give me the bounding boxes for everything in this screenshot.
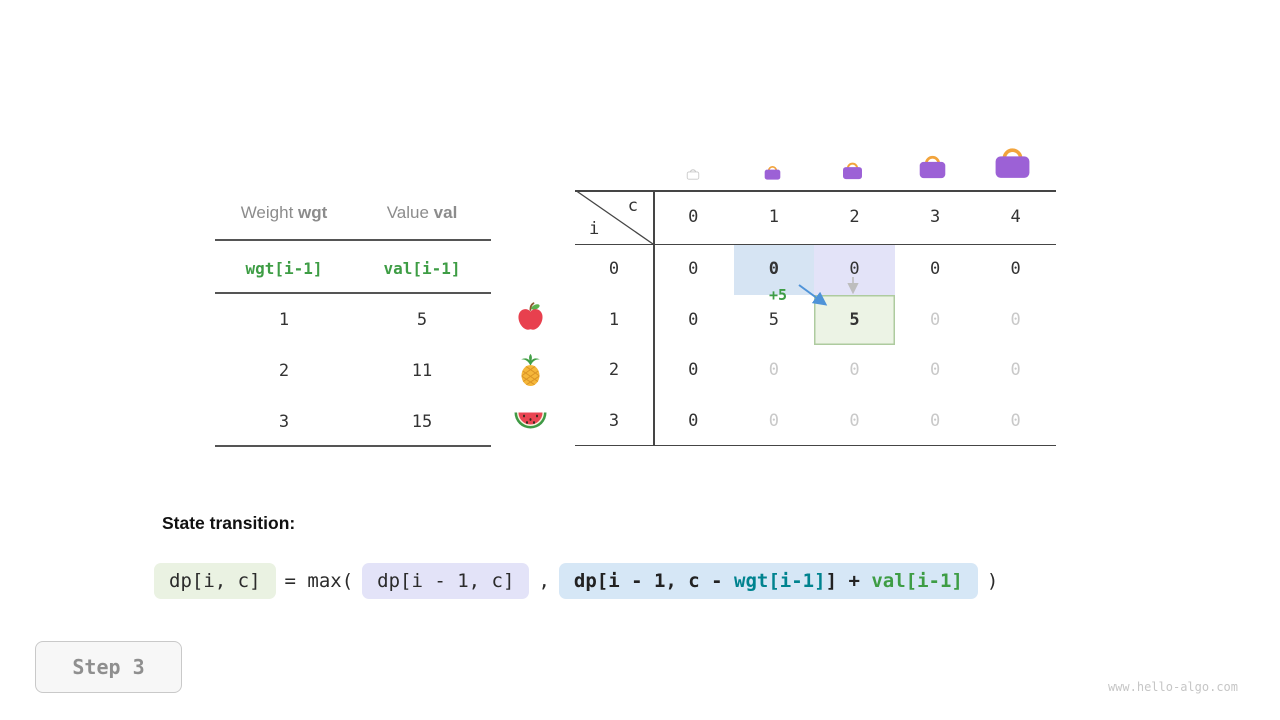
pineapple-icon <box>518 354 543 387</box>
step-indicator: Step 3 <box>35 641 182 693</box>
dp-corner-cell: c i <box>575 190 653 244</box>
dp-cell-1-2: 5 <box>814 294 895 345</box>
wgt-code-label: wgt[i-1] <box>245 259 323 278</box>
table-rule-top <box>215 239 491 241</box>
diagonal-line <box>575 190 653 244</box>
weight-label: Weight <box>240 203 299 222</box>
formula-option2-mid: ] + <box>825 569 872 592</box>
dp-header-rule <box>575 243 1056 245</box>
watermelon-icon <box>513 410 548 431</box>
dp-cell-3-0: 0 <box>688 410 699 431</box>
dp-cell-1-3: 0 <box>929 309 941 330</box>
item-3-weight: 3 <box>278 412 290 432</box>
dp-cell-0-3: 0 <box>929 259 941 280</box>
col-header-2: 2 <box>849 207 860 227</box>
dp-border-top <box>575 190 1056 192</box>
dp-cell-3-1: 0 <box>768 410 780 431</box>
formula-lhs-box: dp[i, c] <box>154 562 276 599</box>
bag-size-1-icon <box>763 163 782 181</box>
value-label: Value <box>386 203 434 222</box>
dp-cell-0-0: 0 <box>688 259 699 280</box>
watermark: www.hello-algo.com <box>1107 680 1238 694</box>
formula-close-paren: ) <box>986 569 999 592</box>
corner-label-i: i <box>589 219 600 239</box>
dp-cell-2-4: 0 <box>1010 360 1021 381</box>
dp-cell-0-2: 0 <box>814 244 895 295</box>
dp-cell-1-0: 0 <box>688 309 699 330</box>
items-table: Weight wgt Value val wgt[i-1] val[i-1] 1… <box>215 190 491 447</box>
row-header-2: 2 <box>608 360 620 381</box>
item-2-value: 11 <box>411 361 433 381</box>
formula-option2-prefix: dp[i - 1, c - <box>573 569 735 592</box>
col-header-1: 1 <box>768 207 780 227</box>
val-code-label: val[i-1] <box>383 259 461 278</box>
plus-five-annotation: +5 <box>769 286 788 304</box>
bag-size-2-icon <box>841 159 864 181</box>
value-column-header: Value val <box>353 202 491 224</box>
dp-cell-2-0: 0 <box>688 360 699 381</box>
formula-option1-box: dp[i - 1, c] <box>362 562 530 599</box>
dp-cell-1-1: 5 <box>768 309 780 330</box>
table-rule-middle <box>215 292 491 294</box>
item-2-weight: 2 <box>278 361 290 381</box>
bag-size-3-icon <box>917 151 948 181</box>
item-3-value: 15 <box>411 412 433 432</box>
formula-comma: , <box>538 569 550 592</box>
apple-icon <box>517 302 544 331</box>
formula-equals-max: = max( <box>284 569 354 592</box>
dp-cell-2-1: 0 <box>768 360 780 381</box>
col-header-0: 0 <box>688 207 699 227</box>
item-1-value: 5 <box>416 310 428 330</box>
dp-cell-1-4: 0 <box>1010 309 1021 330</box>
row-header-1: 1 <box>608 309 620 330</box>
wgt-label: wgt <box>298 203 328 222</box>
dp-cell-3-3: 0 <box>929 410 941 431</box>
bag-empty-icon <box>686 167 700 180</box>
dp-cell-3-2: 0 <box>849 410 860 431</box>
dp-table: c i 0 1 2 3 4 0 0 0 0 0 0 1 0 5 5 0 0 2 … <box>575 190 1056 446</box>
corner-label-c: c <box>627 196 638 216</box>
dp-border-bottom <box>575 444 1056 446</box>
weight-column-header: Weight wgt <box>215 202 353 224</box>
table-rule-bottom <box>215 445 491 447</box>
val-label: val <box>433 203 458 222</box>
col-header-3: 3 <box>929 207 941 227</box>
dp-cell-3-4: 0 <box>1010 410 1021 431</box>
item-1-weight: 1 <box>278 310 290 330</box>
state-transition-formula: dp[i, c] = max( dp[i - 1, c] , dp[i - 1,… <box>154 560 998 601</box>
formula-option2-box: dp[i - 1, c - wgt[i-1]] + val[i-1] <box>558 562 978 599</box>
bag-size-4-icon <box>992 142 1033 181</box>
dp-cell-2-2: 0 <box>849 360 860 381</box>
row-header-0: 0 <box>608 259 620 280</box>
dp-cell-2-3: 0 <box>929 360 941 381</box>
state-transition-heading: State transition: <box>162 513 296 533</box>
formula-option2-val: val[i-1] <box>871 569 963 592</box>
dp-cell-0-4: 0 <box>1010 259 1021 280</box>
formula-option2-wgt: wgt[i-1] <box>734 569 826 592</box>
row-header-3: 3 <box>608 410 620 431</box>
dp-header-column-rule <box>653 190 655 446</box>
col-header-4: 4 <box>1010 207 1021 227</box>
